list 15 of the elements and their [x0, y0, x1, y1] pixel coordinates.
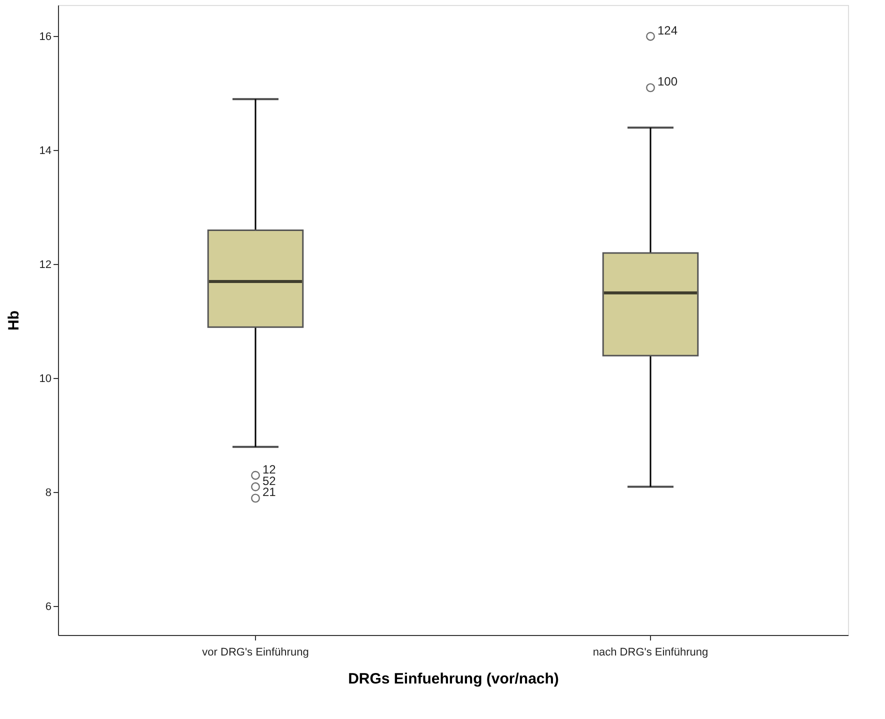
y-tick-label: 14: [39, 144, 52, 157]
annotation: 12: [262, 462, 276, 476]
annotation: 124: [658, 23, 678, 38]
annotation: 100: [658, 74, 678, 89]
x-tick-label: vor DRG's Einführung: [202, 646, 309, 658]
x-axis-title: DRGs Einfuehrung (vor/nach): [348, 670, 559, 688]
y-axis-title: Hb: [5, 310, 22, 330]
x-tick-label: nach DRG's Einführung: [592, 646, 708, 658]
annotation: 52: [262, 474, 276, 488]
y-tick-label: 8: [45, 486, 52, 499]
y-tick-label: 16: [39, 30, 52, 43]
y-tick-label: 10: [39, 372, 52, 385]
y-tick-label: 6: [45, 600, 52, 613]
y-tick-label: 12: [39, 258, 52, 271]
annotation: 21: [262, 485, 276, 500]
